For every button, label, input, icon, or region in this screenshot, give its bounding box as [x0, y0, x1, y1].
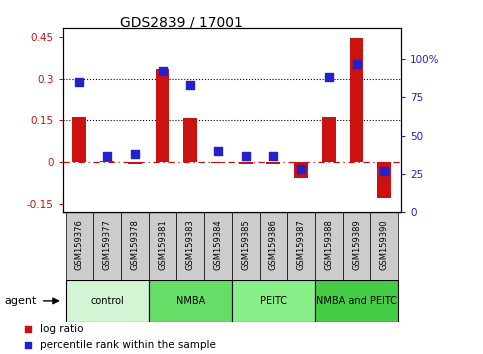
Text: PEITC: PEITC: [260, 296, 287, 306]
Bar: [93, 212, 121, 280]
Bar: [66, 280, 149, 322]
Text: NMBA: NMBA: [176, 296, 205, 306]
Bar: [315, 280, 398, 322]
Bar: [100, 161, 114, 162]
Bar: [149, 212, 176, 280]
Text: log ratio: log ratio: [40, 324, 84, 334]
Bar: [128, 162, 142, 164]
Bar: [294, 162, 308, 178]
Bar: [184, 118, 197, 162]
Bar: [149, 280, 232, 322]
Point: [131, 151, 139, 157]
Text: GSM159376: GSM159376: [75, 219, 84, 270]
Point: [297, 167, 305, 172]
Point: [255, 282, 262, 288]
Bar: [287, 212, 315, 280]
Point: [242, 153, 250, 159]
Point: [381, 168, 388, 174]
Point: [325, 75, 333, 80]
Point: [255, 141, 262, 146]
Bar: [232, 280, 315, 322]
Bar: [156, 69, 170, 162]
Text: GSM159381: GSM159381: [158, 219, 167, 270]
Bar: [204, 212, 232, 280]
Point: [103, 153, 111, 159]
Bar: [66, 212, 93, 280]
Text: GSM159383: GSM159383: [186, 219, 195, 270]
Text: GSM159378: GSM159378: [130, 219, 139, 270]
Bar: [315, 212, 343, 280]
Point: [214, 148, 222, 154]
Bar: [239, 162, 253, 164]
Text: control: control: [90, 296, 124, 306]
Bar: [72, 117, 86, 162]
Bar: [121, 212, 149, 280]
Text: GSM159385: GSM159385: [241, 219, 250, 270]
Point: [159, 68, 167, 74]
Text: GSM159388: GSM159388: [325, 219, 333, 270]
Text: GSM159384: GSM159384: [213, 219, 223, 270]
Text: GSM159386: GSM159386: [269, 219, 278, 270]
Text: GSM159389: GSM159389: [352, 219, 361, 270]
Bar: [259, 212, 287, 280]
Point: [75, 79, 83, 85]
Point: [353, 61, 360, 67]
Text: GDS2839 / 17001: GDS2839 / 17001: [120, 16, 242, 30]
Text: GSM159377: GSM159377: [102, 219, 112, 270]
Point: [270, 153, 277, 159]
Bar: [343, 212, 370, 280]
Bar: [377, 162, 391, 199]
Text: NMBA and PEITC: NMBA and PEITC: [316, 296, 397, 306]
Bar: [267, 162, 280, 164]
Bar: [322, 117, 336, 162]
Bar: [350, 38, 364, 162]
Bar: [176, 212, 204, 280]
Text: GSM159390: GSM159390: [380, 219, 389, 270]
Text: GSM159387: GSM159387: [297, 219, 306, 270]
Bar: [211, 162, 225, 163]
Point: [186, 82, 194, 88]
Bar: [370, 212, 398, 280]
Text: percentile rank within the sample: percentile rank within the sample: [40, 340, 216, 350]
Bar: [232, 212, 259, 280]
Text: agent: agent: [5, 296, 37, 306]
